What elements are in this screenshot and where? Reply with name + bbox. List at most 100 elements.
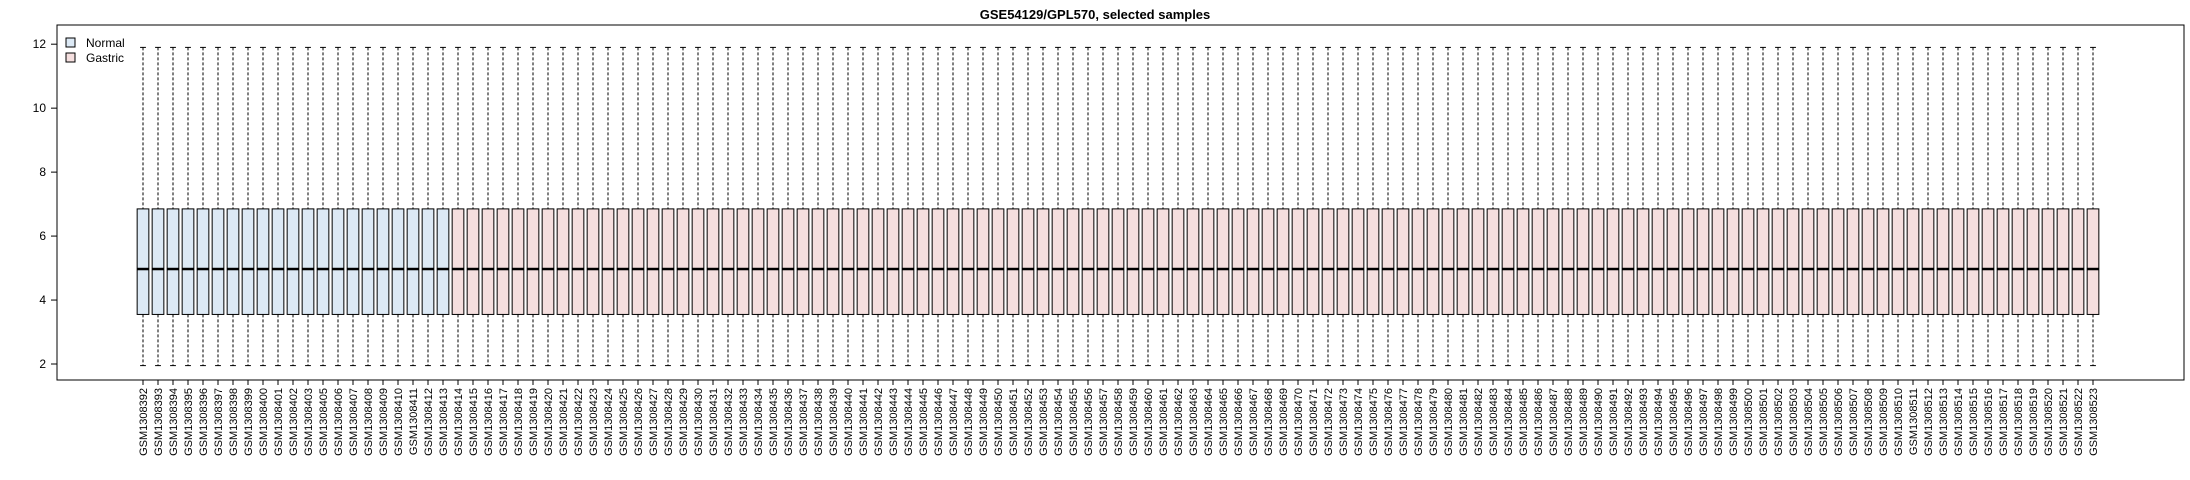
iqr-box: [481, 208, 495, 315]
box-GSM1308464: [1201, 46, 1215, 367]
iqr-box: [1996, 208, 2010, 315]
x-tick-label: GSM1308489: [1578, 388, 1590, 456]
iqr-box: [331, 208, 345, 315]
box-GSM1308452: [1021, 46, 1035, 367]
iqr-box: [1591, 208, 1605, 315]
iqr-box: [616, 208, 630, 315]
x-tick-label: GSM1308455: [1068, 388, 1080, 456]
iqr-box: [1696, 208, 1710, 315]
iqr-box: [1081, 208, 1095, 315]
iqr-box: [886, 208, 900, 315]
x-tick-label: GSM1308491: [1608, 388, 1620, 456]
box-GSM1308438: [811, 46, 825, 367]
box-GSM1308470: [1291, 46, 1305, 367]
iqr-box: [766, 208, 780, 315]
box-GSM1308413: [436, 46, 450, 367]
box-GSM1308458: [1111, 46, 1125, 367]
box-GSM1308461: [1156, 46, 1170, 367]
iqr-box: [1366, 208, 1380, 315]
x-tick-label: GSM1308398: [228, 388, 240, 456]
x-tick-label: GSM1308392: [138, 388, 150, 456]
x-tick-label: GSM1308430: [693, 388, 705, 456]
iqr-box: [1471, 208, 1485, 315]
box-GSM1308426: [631, 46, 645, 367]
box-GSM1308475: [1366, 46, 1380, 367]
iqr-box: [1411, 208, 1425, 315]
box-GSM1308449: [976, 46, 990, 367]
box-GSM1308409: [376, 46, 390, 367]
iqr-box: [1741, 208, 1755, 315]
box-GSM1308472: [1321, 46, 1335, 367]
iqr-box: [1921, 208, 1935, 315]
iqr-box: [2086, 208, 2100, 315]
x-tick-label: GSM1308412: [423, 388, 435, 456]
box-GSM1308514: [1951, 46, 1965, 367]
legend: Normal Gastric: [65, 36, 125, 65]
iqr-box: [811, 208, 825, 315]
x-tick-label: GSM1308485: [1518, 388, 1530, 456]
x-tick-label: GSM1308453: [1038, 388, 1050, 456]
box-GSM1308392: [136, 46, 150, 367]
box-GSM1308398: [226, 46, 240, 367]
x-tick-label: GSM1308395: [183, 388, 195, 456]
box-GSM1308453: [1036, 46, 1050, 367]
iqr-box: [1186, 208, 1200, 315]
x-tick-label: GSM1308476: [1383, 388, 1395, 456]
box-GSM1308468: [1261, 46, 1275, 367]
x-tick-label: GSM1308517: [1998, 388, 2010, 456]
box-GSM1308477: [1396, 46, 1410, 367]
box-GSM1308401: [271, 46, 285, 367]
box-GSM1308474: [1351, 46, 1365, 367]
x-tick-label: GSM1308475: [1368, 388, 1380, 456]
box-GSM1308433: [736, 46, 750, 367]
iqr-box: [901, 208, 915, 315]
x-tick-label: GSM1308437: [798, 388, 810, 456]
iqr-box: [1441, 208, 1455, 315]
box-GSM1308479: [1426, 46, 1440, 367]
x-tick-label: GSM1308396: [198, 388, 210, 456]
x-tick-label: GSM1308408: [363, 388, 375, 456]
box-GSM1308503: [1786, 46, 1800, 367]
x-tick-label: GSM1308435: [768, 388, 780, 456]
box-GSM1308507: [1846, 46, 1860, 367]
boxes-group: [136, 46, 2100, 367]
x-tick-label: GSM1308495: [1668, 388, 1680, 456]
iqr-box: [721, 208, 735, 315]
box-GSM1308480: [1441, 46, 1455, 367]
iqr-box: [1336, 208, 1350, 315]
x-tick-label: GSM1308513: [1938, 388, 1950, 456]
box-GSM1308395: [181, 46, 195, 367]
x-tick-label: GSM1308431: [708, 388, 720, 456]
x-tick-label: GSM1308410: [393, 388, 405, 456]
box-GSM1308469: [1276, 46, 1290, 367]
iqr-box: [1621, 208, 1635, 315]
iqr-box: [781, 208, 795, 315]
box-GSM1308416: [481, 46, 495, 367]
box-GSM1308417: [496, 46, 510, 367]
iqr-box: [1981, 208, 1995, 315]
iqr-box: [1966, 208, 1980, 315]
box-GSM1308431: [706, 46, 720, 367]
box-GSM1308515: [1966, 46, 1980, 367]
x-tick-label: GSM1308479: [1428, 388, 1440, 456]
x-tick-label: GSM1308441: [858, 388, 870, 456]
x-tick-label: GSM1308460: [1143, 388, 1155, 456]
iqr-box: [736, 208, 750, 315]
iqr-box: [541, 208, 555, 315]
iqr-box: [1231, 208, 1245, 315]
x-tick-label: GSM1308477: [1398, 388, 1410, 456]
x-tick-label: GSM1308397: [213, 388, 225, 456]
box-GSM1308518: [2011, 46, 2025, 367]
iqr-box: [856, 208, 870, 315]
x-tick-label: GSM1308459: [1128, 388, 1140, 456]
iqr-box: [1261, 208, 1275, 315]
iqr-box: [166, 208, 180, 315]
x-tick-label: GSM1308461: [1158, 388, 1170, 456]
x-tick-label: GSM1308446: [933, 388, 945, 456]
x-tick-label: GSM1308523: [2088, 388, 2100, 456]
box-GSM1308493: [1636, 46, 1650, 367]
box-GSM1308399: [241, 46, 255, 367]
iqr-box: [991, 208, 1005, 315]
iqr-box: [496, 208, 510, 315]
x-tick-label: GSM1308492: [1623, 388, 1635, 456]
